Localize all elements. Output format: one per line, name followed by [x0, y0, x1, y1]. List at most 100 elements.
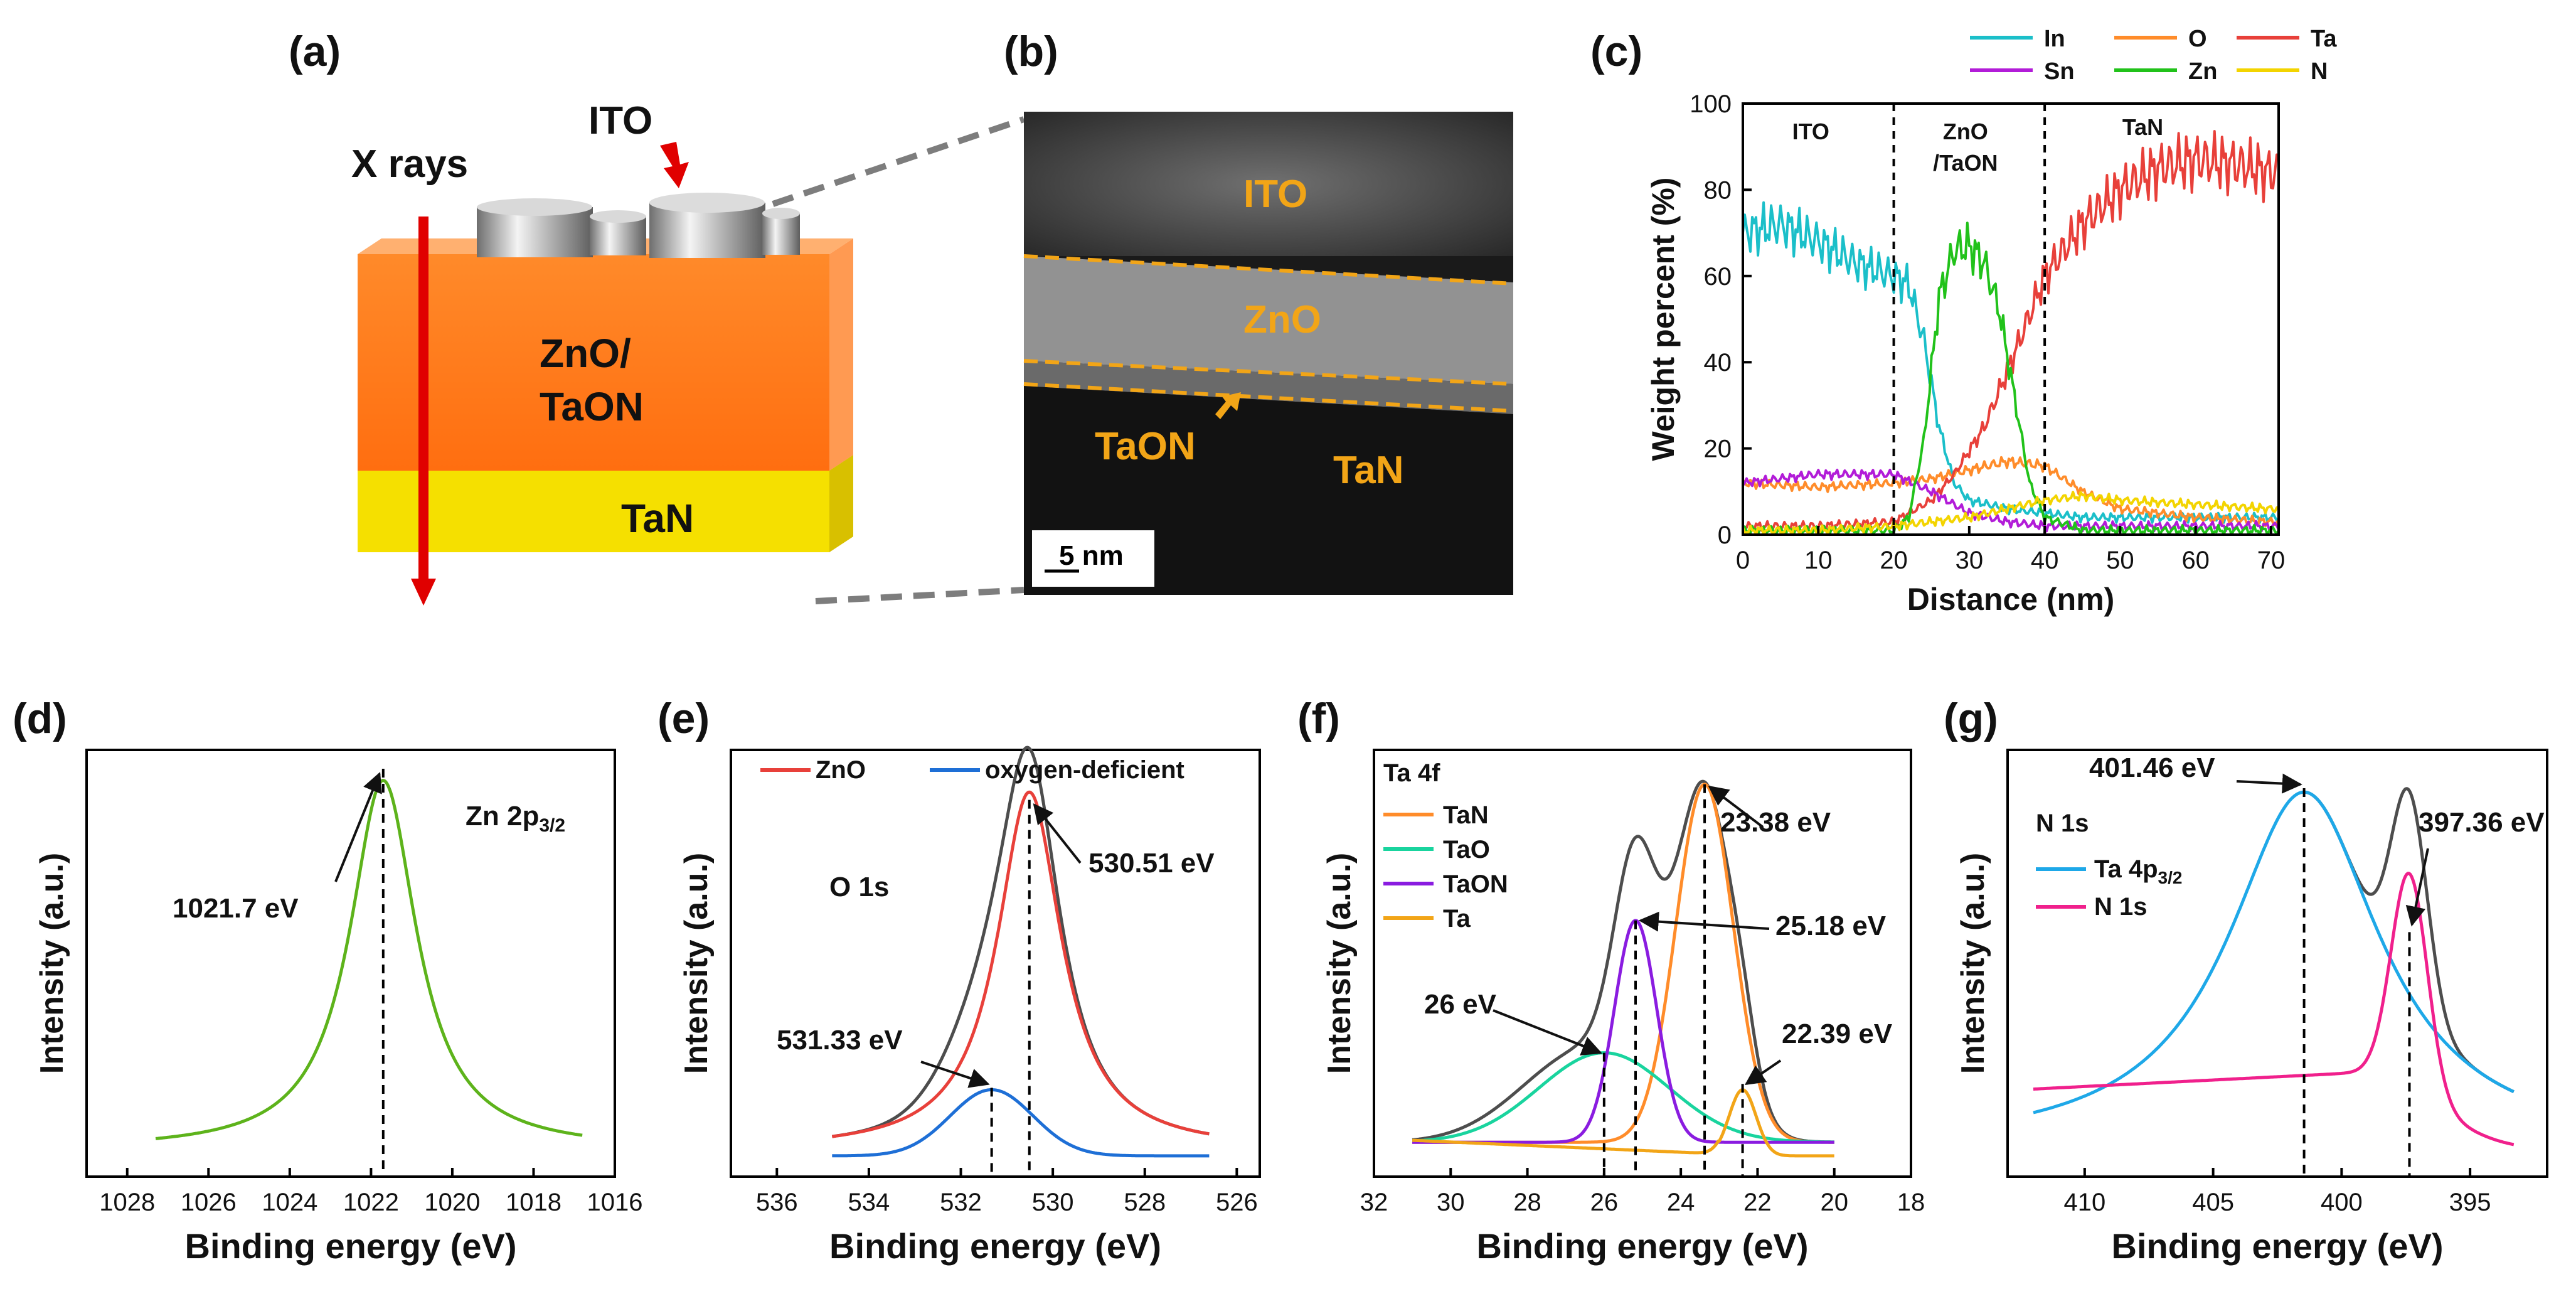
chart-d-title: Zn 2p3/2 — [466, 801, 565, 836]
chart-e-frame — [730, 749, 1261, 1178]
chart-f-frame — [1373, 749, 1912, 1178]
legend-label: In — [2044, 26, 2065, 52]
series-line-zno — [831, 790, 1210, 1138]
xps-o-chart: 536 534 532 530 528 526 Binding energy (eV) Int… — [678, 746, 1261, 1266]
x-tick-label: 28 — [1513, 1189, 1541, 1216]
x-tick-label: 30 — [1437, 1189, 1465, 1216]
ito-cylinder-top — [590, 210, 646, 223]
x-tick-label: 32 — [1360, 1189, 1388, 1216]
chart-f-xlabel: Binding energy (eV) — [1477, 1226, 1809, 1266]
y-tick-label: 20 — [1704, 436, 1732, 463]
x-tick-label: 1016 — [587, 1189, 643, 1216]
legend-label: Sn — [2044, 58, 2075, 85]
x-tick-label: 20 — [1820, 1189, 1848, 1216]
series-line-oxygen-deficient — [831, 1088, 1210, 1158]
region-label: TaN — [2122, 114, 2163, 140]
ito-cylinder — [762, 213, 800, 255]
x-tick-label: 24 — [1667, 1189, 1695, 1216]
chart-e-title: O 1s — [829, 872, 889, 902]
x-tick-label: 410 — [2063, 1189, 2105, 1216]
region-label: ITO — [1792, 119, 1829, 144]
tem-interface-line — [1023, 359, 1514, 386]
x-tick-label: 400 — [2321, 1189, 2363, 1216]
tem-tan-label: TaN — [1333, 449, 1404, 492]
peak-arrow — [1708, 785, 1764, 828]
legend-label: N — [2311, 58, 2328, 85]
series-line-n — [1742, 491, 2280, 536]
peak-arrow — [2405, 848, 2429, 927]
x-tick-label: 40 — [2031, 547, 2059, 574]
tem-interface-line — [1023, 382, 1514, 413]
tem-panel: ITO ZnO TaON TaN 5 nm — [1023, 112, 1514, 595]
x-tick-label: 1024 — [262, 1189, 317, 1216]
y-tick-label: 80 — [1704, 176, 1732, 204]
y-tick-label: 40 — [1704, 349, 1732, 377]
legend-label: N 1s — [2094, 893, 2148, 921]
x-tick-label: 534 — [848, 1189, 890, 1216]
legend-label: Ta — [1443, 905, 1471, 933]
chart-c-frame — [1742, 102, 2280, 536]
chart-d-ylabel: Intensity (a.u.) — [34, 853, 70, 1074]
peak-label: 26 eV — [1424, 989, 1497, 1020]
chart-c-legend: In O Ta Sn Zn N — [1970, 26, 2337, 85]
x-tick-label: 536 — [756, 1189, 798, 1216]
x-tick-label: 1022 — [343, 1189, 399, 1216]
xray-arrow-head — [411, 579, 436, 606]
peak-arrow — [1033, 803, 1082, 864]
tem-zno-label: ZnO — [1243, 298, 1321, 341]
chart-g-xlabel: Binding energy (eV) — [2112, 1226, 2444, 1266]
x-tick-label: 1018 — [506, 1189, 562, 1216]
peak-arrow — [2236, 773, 2302, 794]
series-line-ta — [1412, 1088, 1835, 1158]
xps-ta-chart: 32 30 28 26 24 22 20 18 Binding energy (eV) Inten… — [1321, 749, 1925, 1266]
x-tick-label: 526 — [1216, 1189, 1258, 1216]
chart-g-title: N 1s — [2036, 810, 2089, 837]
x-tick-label: 1026 — [181, 1189, 237, 1216]
y-tick-label: 100 — [1690, 90, 1732, 118]
x-tick-label: 70 — [2257, 547, 2286, 574]
x-tick-label: 405 — [2192, 1189, 2234, 1216]
region-label: /TaON — [1933, 150, 1998, 176]
peak-label: 23.38 eV — [1720, 807, 1831, 838]
panel-label-a: (a) — [289, 28, 341, 75]
peak-label: 25.18 eV — [1775, 911, 1887, 941]
series-line-in — [1742, 201, 2280, 524]
zoom-connector-top — [772, 116, 1025, 207]
chart-e-xlabel: Binding energy (eV) — [829, 1226, 1161, 1266]
peak-label: 530.51 eV — [1088, 848, 1215, 879]
ito-cylinder — [590, 217, 646, 255]
series-line-o — [1742, 456, 2280, 528]
legend-label: TaON — [1443, 870, 1508, 898]
chart-c-ylabel: Weight percent (%) — [1646, 178, 1681, 461]
scalebar-box — [1032, 530, 1154, 587]
tem-taon-label: TaON — [1095, 425, 1196, 468]
chart-g-frame — [2006, 749, 2548, 1178]
x-tick-label: 395 — [2449, 1189, 2491, 1216]
panel-label-f: (f) — [1297, 695, 1340, 742]
x-tick-label: 26 — [1590, 1189, 1619, 1216]
series-line-sn — [1742, 468, 2280, 533]
zno-label-line1: ZnO/ — [540, 331, 631, 376]
tem-ito-region — [1024, 112, 1513, 256]
zoom-connector-bottom — [815, 587, 1025, 604]
x-tick-label: 22 — [1743, 1189, 1772, 1216]
legend-label: Zn — [2188, 58, 2217, 85]
tan-layer-front — [358, 471, 829, 552]
peak-label: 397.36 eV — [2419, 807, 2545, 838]
chart-d-xlabel: Binding energy (eV) — [185, 1226, 517, 1266]
zno-label-line2: TaON — [540, 384, 644, 429]
zno-layer-side — [829, 238, 853, 471]
chart-c-xlabel: Distance (nm) — [1907, 582, 2115, 617]
panel-label-e: (e) — [657, 695, 710, 742]
legend-label: oxygen-deficient — [985, 756, 1184, 784]
peak-label: 401.46 eV — [2089, 752, 2215, 783]
x-tick-label: 532 — [940, 1189, 982, 1216]
legend-label: TaO — [1443, 836, 1490, 864]
zno-layer-front — [358, 254, 829, 471]
ito-cylinder-top — [762, 208, 800, 219]
series-line-zn — [1742, 222, 2280, 536]
ito-pointer-arrow — [660, 142, 689, 188]
ito-cylinder-top — [477, 198, 592, 216]
peak-arrow — [1638, 911, 1770, 932]
